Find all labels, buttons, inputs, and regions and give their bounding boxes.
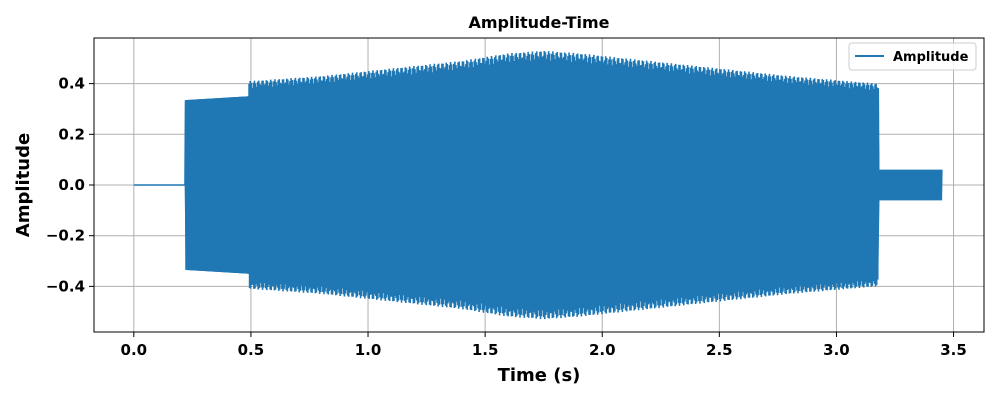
legend: Amplitude: [848, 42, 977, 71]
y-tick-label: −0.4: [46, 277, 85, 295]
legend-box: [848, 42, 977, 71]
y-tick-label: 0.0: [58, 176, 85, 194]
y-tick-label: 0.4: [58, 75, 85, 93]
x-tick-label: 3.5: [940, 341, 967, 359]
amplitude-series: [133, 51, 943, 320]
legend-label-amplitude: Amplitude: [893, 50, 969, 65]
chart-title: Amplitude-Time: [468, 13, 609, 32]
x-tick-label: 2.5: [706, 341, 733, 359]
x-tick-label: 2.0: [589, 341, 616, 359]
x-tick-label: 1.5: [472, 341, 499, 359]
y-axis-label: Amplitude: [13, 133, 34, 237]
plot-area: [133, 51, 943, 320]
y-tick-label: 0.2: [58, 125, 85, 143]
y-tick-label: −0.2: [46, 227, 85, 245]
x-axis-label: Time (s): [498, 365, 581, 386]
amplitude-line: [133, 51, 943, 320]
amplitude-fill: [133, 69, 942, 301]
x-tick-label: 3.0: [823, 341, 850, 359]
x-tick-label: 0.0: [121, 341, 148, 359]
x-tick-label: 0.5: [238, 341, 265, 359]
x-tick-label: 1.0: [355, 341, 382, 359]
y-axis-ticks: 0.4 0.2 0.0 −0.2 −0.4: [46, 75, 94, 295]
x-axis-ticks: 0.0 0.5 1.0 1.5 2.0 2.5 3.0 3.5: [121, 332, 967, 359]
